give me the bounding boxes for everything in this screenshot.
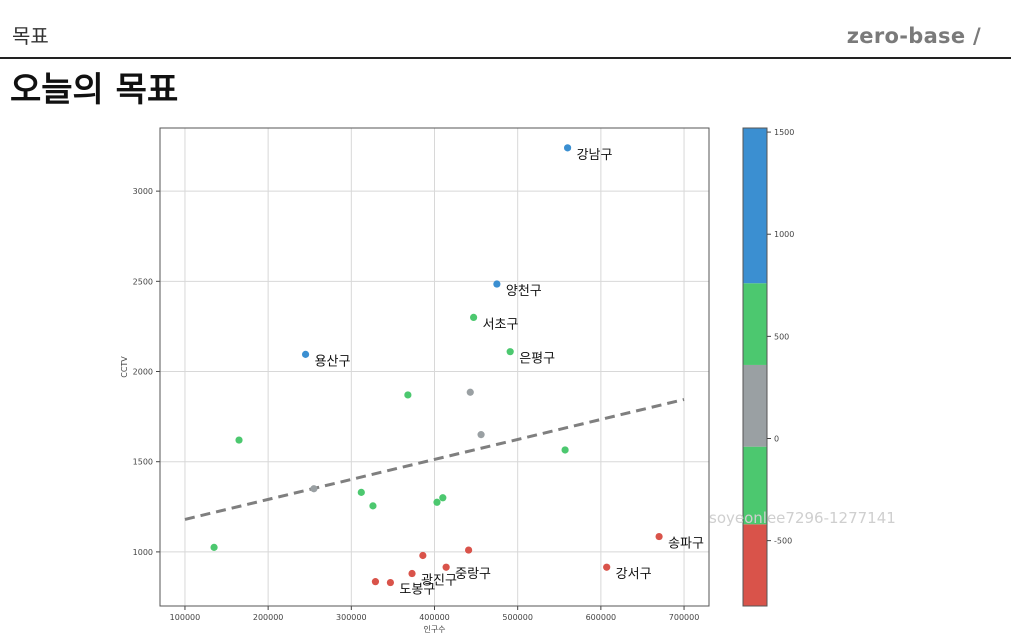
chart-grid	[160, 128, 709, 606]
trend-line-layer	[184, 398, 685, 521]
y-tick-label: 2500	[133, 277, 153, 286]
plot-frame	[159, 127, 710, 607]
x-tick-label: 500000	[502, 613, 533, 622]
watermark: soyeonlee7296-1277141	[709, 509, 896, 527]
point-label: 도봉구	[399, 583, 435, 598]
x-tick-label: 700000	[669, 613, 700, 622]
point-label: 양천구	[506, 284, 542, 299]
data-point	[465, 546, 473, 554]
colorbar-segment	[743, 446, 767, 525]
brand-slash-icon: /	[973, 24, 981, 48]
brand-name: zero-base	[846, 24, 966, 48]
point-label: 강서구	[616, 567, 652, 582]
colorbar-segment	[743, 524, 767, 606]
data-point	[433, 498, 441, 506]
data-points	[210, 144, 663, 587]
data-point	[371, 578, 380, 586]
point-label: 강남구	[577, 148, 613, 163]
brand-logo: zero-base /	[847, 24, 981, 48]
colorbar-tick-label: -500	[774, 537, 792, 546]
point-label: 중랑구	[455, 567, 491, 582]
point-label: 광진구	[421, 574, 457, 589]
data-point	[301, 350, 310, 358]
header-divider	[0, 57, 1011, 59]
data-point	[655, 532, 663, 541]
colorbar-segment	[743, 283, 767, 365]
x-tick-label: 200000	[253, 613, 284, 622]
y-tick-label: 3000	[133, 187, 153, 196]
data-point	[477, 431, 485, 439]
y-tick-label: 1500	[133, 458, 153, 467]
data-point	[310, 485, 318, 493]
data-point	[357, 488, 365, 496]
colorbar-tick-label: 0	[774, 434, 779, 443]
x-tick-label: 100000	[170, 613, 201, 622]
x-tick-label: 600000	[586, 613, 617, 622]
colorbar-segment	[743, 128, 767, 284]
breadcrumb: 목표	[12, 24, 49, 48]
y-tick-label: 2000	[133, 368, 153, 377]
x-tick-label: 300000	[336, 613, 367, 622]
point-label: 은평구	[519, 352, 555, 367]
data-point	[469, 313, 478, 321]
data-point	[439, 494, 447, 502]
data-point	[506, 348, 514, 356]
point-label: 송파구	[668, 537, 704, 552]
data-point	[386, 578, 395, 587]
chart-axes: 100000 200000 300000 400000 500000 600000 7000…	[120, 127, 710, 634]
point-label: 서초구	[483, 317, 519, 332]
data-point	[442, 563, 450, 571]
data-point	[369, 502, 377, 510]
colorbar: -500 0 500 1000 1500	[742, 127, 794, 607]
data-point	[493, 280, 501, 288]
data-point	[235, 436, 243, 444]
data-point	[603, 563, 611, 571]
x-axis-label: 인구수	[423, 624, 445, 634]
colorbar-frame	[742, 127, 768, 607]
data-point	[419, 551, 427, 560]
colorbar-tick-label: 1500	[774, 128, 794, 137]
data-point	[466, 388, 474, 396]
y-tick-label: 1000	[133, 548, 153, 557]
data-point	[404, 391, 412, 399]
point-label: 용산구	[315, 354, 351, 369]
trend-line	[184, 398, 685, 521]
page-title: 오늘의 목표	[10, 70, 179, 110]
data-point	[563, 144, 572, 152]
data-point	[408, 569, 416, 578]
colorbar-tick-label: 500	[774, 332, 789, 341]
y-axis-label: CCTV	[120, 356, 129, 378]
data-point	[561, 446, 569, 454]
colorbar-tick-label: 1000	[774, 230, 794, 239]
data-point	[210, 543, 218, 551]
colorbar-segment	[743, 364, 767, 447]
x-tick-label: 400000	[419, 613, 450, 622]
